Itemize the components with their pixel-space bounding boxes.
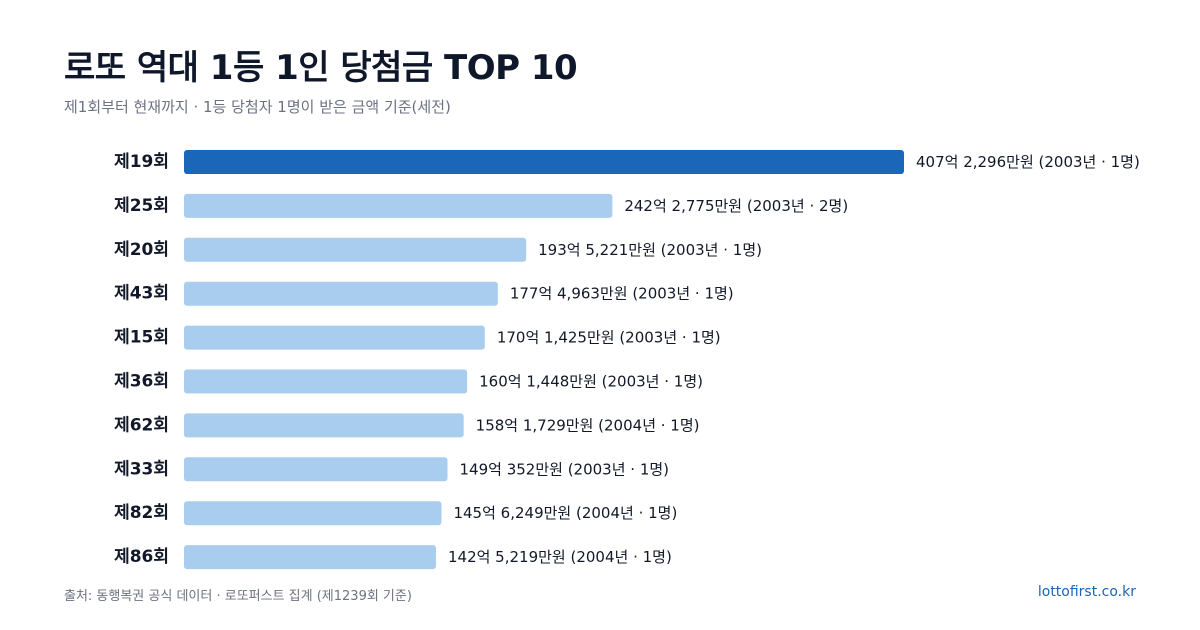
site-link[interactable]: lottofirst.co.kr: [1037, 584, 1136, 600]
page-title: 로또 역대 1등 1인 당첨금 TOP 10: [64, 48, 578, 88]
value-label: 149억 352만원 (2003년 · 1명): [460, 460, 670, 478]
value-label: 177억 4,963만원 (2003년 · 1명): [510, 285, 734, 303]
category-label: 제86회: [114, 547, 169, 567]
category-label: 제43회: [114, 284, 169, 304]
bar: [184, 501, 442, 526]
value-label: 242억 2,775만원 (2003년 · 2명): [624, 197, 848, 215]
value-label: 158억 1,729만원 (2004년 · 1명): [476, 416, 700, 434]
source-note: 출처: 동행복권 공식 데이터 · 로또퍼스트 집계 (제1239회 기준): [64, 589, 412, 604]
bar: [184, 193, 613, 218]
page-subtitle: 제1회부터 현재까지 · 1등 당첨자 1명이 받은 금액 기준(세전): [64, 98, 451, 116]
value-label: 160억 1,448만원 (2003년 · 1명): [479, 373, 703, 391]
bar: [184, 457, 448, 482]
bar: [184, 545, 436, 570]
bar: [184, 413, 464, 438]
value-label: 145억 6,249만원 (2004년 · 1명): [453, 504, 677, 522]
value-label: 142억 5,219만원 (2004년 · 1명): [448, 548, 672, 566]
value-label: 170억 1,425만원 (2003년 · 1명): [497, 329, 721, 347]
category-label: 제36회: [114, 372, 169, 392]
category-label: 제25회: [114, 196, 169, 216]
category-label: 제33회: [114, 459, 169, 479]
bar: [184, 325, 485, 350]
value-label: 407억 2,296만원 (2003년 · 1명): [916, 153, 1140, 171]
category-label: 제15회: [114, 328, 169, 348]
category-label: 제62회: [114, 415, 169, 435]
category-label: 제20회: [114, 240, 169, 260]
category-label: 제19회: [114, 152, 169, 172]
bar-highlight: [184, 150, 904, 174]
value-label: 193억 5,221만원 (2003년 · 1명): [538, 241, 762, 259]
category-label: 제82회: [114, 503, 169, 523]
bar: [184, 281, 498, 306]
bar: [184, 237, 527, 262]
bar: [184, 369, 468, 394]
